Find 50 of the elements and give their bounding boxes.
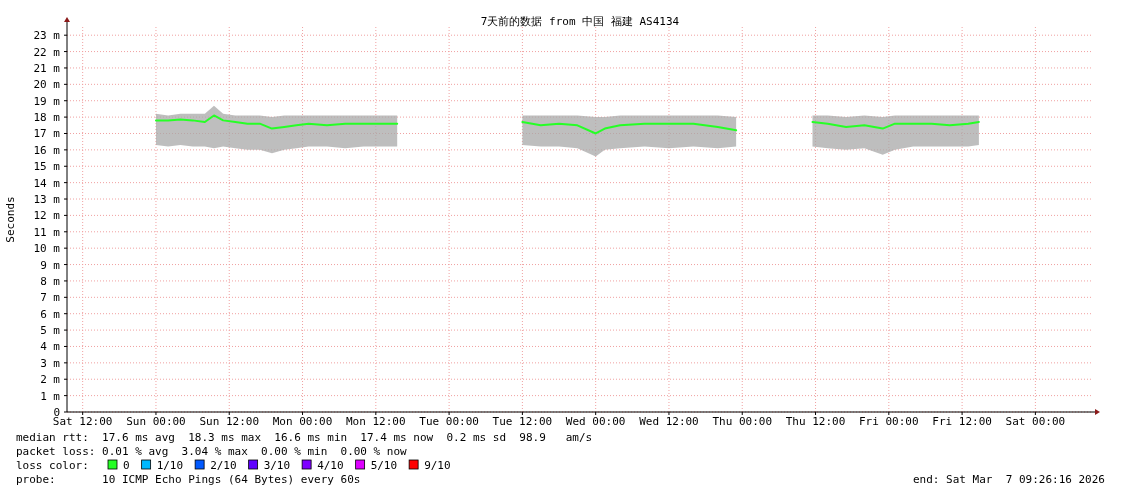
y-tick-label: 22 m — [33, 45, 61, 59]
y-tick-label: 4 m — [40, 340, 61, 354]
y-tick-label: 13 m — [33, 193, 61, 207]
legend-label: 0 — [123, 459, 130, 472]
x-tick-label: Fri 12:00 — [932, 415, 992, 428]
x-tick-label: Thu 12:00 — [785, 415, 846, 428]
y-tick-label: 15 m — [33, 160, 61, 174]
x-tick-label: Sun 12:00 — [199, 415, 260, 428]
x-tick-label: Tue 12:00 — [492, 415, 553, 428]
legend-label: 9/10 — [424, 459, 451, 472]
y-tick-label: 11 m — [33, 225, 61, 239]
y-tick-label: 23 m — [33, 29, 61, 43]
y-tick-label: 3 m — [40, 356, 61, 370]
x-tick-label: Mon 12:00 — [346, 415, 406, 428]
x-tick-label: Wed 12:00 — [639, 415, 699, 428]
y-tick-label: 2 m — [40, 373, 61, 387]
x-tick-label: Sun 00:00 — [126, 415, 186, 428]
y-tick-label: 7 m — [40, 291, 61, 305]
y-tick-label: 8 m — [40, 274, 61, 288]
y-tick-label: 1 m — [40, 389, 61, 403]
legend-title: loss color: — [16, 459, 89, 472]
y-tick-label: 14 m — [33, 176, 61, 190]
text: probe: 10 ICMP Echo Pings (64 Bytes) every 60s — [16, 473, 361, 486]
legend-label: 3/10 — [263, 459, 291, 472]
x-tick-label: Mon 00:00 — [272, 415, 333, 428]
y-tick-label: 16 m — [33, 143, 61, 157]
legend-label: 2/10 — [210, 459, 237, 472]
x-tick-label: Fri 00:00 — [859, 415, 919, 428]
y-tick-label: 10 m — [33, 242, 61, 256]
legend-label: 1/10 — [156, 459, 184, 472]
y-tick-label: 9 m — [40, 258, 61, 272]
x-tick-label: Thu 00:00 — [712, 415, 773, 428]
y-tick-label: 19 m — [33, 94, 61, 108]
x-tick-label: Tue 00:00 — [419, 415, 479, 428]
text: packet loss: 0.01 % avg 3.04 % max 0.00 % min 0.00 % now — [16, 445, 408, 458]
y-tick-label: 17 m — [33, 127, 61, 141]
y-tick-label: 20 m — [33, 78, 61, 92]
x-tick-label: Wed 00:00 — [565, 415, 626, 428]
legend-label: 5/10 — [370, 459, 398, 472]
chart-title: 7天前的数据 from 中国 福建 AS4134 — [480, 15, 680, 28]
y-tick-label: 12 m — [33, 209, 61, 223]
y-tick-label: 18 m — [33, 111, 61, 125]
text: end: Sat Mar 7 09:26:16 2026 — [912, 473, 1105, 486]
legend-label: 4/10 — [317, 459, 344, 472]
y-axis-title: Seconds — [4, 196, 17, 243]
x-tick-label: Sat 00:00 — [1005, 415, 1066, 428]
text: median rtt: 17.6 ms avg 18.3 ms max 16.6 ms min 17.4 ms now 0.2 ms sd 98.9 am/s — [16, 431, 593, 444]
y-tick-label: 21 m — [33, 61, 61, 75]
y-tick-label: 6 m — [40, 307, 61, 321]
y-tick-label: 5 m — [40, 324, 61, 338]
